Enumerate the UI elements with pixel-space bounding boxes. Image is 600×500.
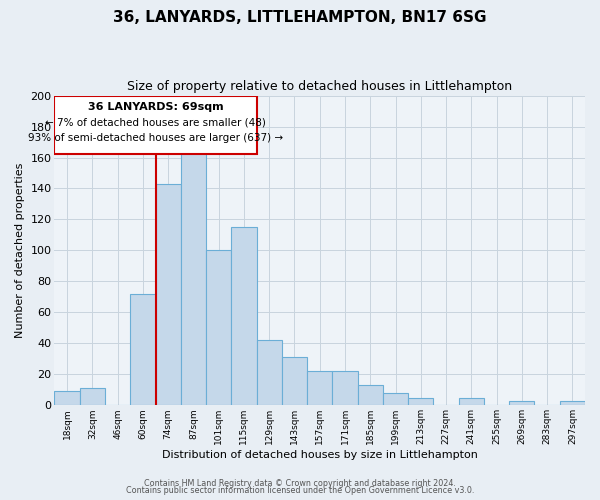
Bar (560, 400, 585, 406)
Text: ← 7% of detached houses are smaller (48): ← 7% of detached houses are smaller (48) (45, 117, 266, 127)
Bar (358, 385, 383, 406)
Text: Contains public sector information licensed under the Open Government Licence v3: Contains public sector information licen… (126, 486, 474, 495)
Text: 36, LANYARDS, LITTLEHAMPTON, BN17 6SG: 36, LANYARDS, LITTLEHAMPTON, BN17 6SG (113, 10, 487, 25)
FancyBboxPatch shape (55, 96, 257, 154)
Bar (257, 340, 282, 406)
Bar (206, 250, 232, 406)
Y-axis label: Number of detached properties: Number of detached properties (15, 162, 25, 338)
Bar (130, 294, 155, 406)
Text: Contains HM Land Registry data © Crown copyright and database right 2024.: Contains HM Land Registry data © Crown c… (144, 478, 456, 488)
Bar (408, 398, 433, 406)
X-axis label: Distribution of detached houses by size in Littlehampton: Distribution of detached houses by size … (162, 450, 478, 460)
Bar (509, 400, 535, 406)
Bar (383, 393, 408, 406)
Bar (458, 398, 484, 406)
Bar (232, 227, 257, 406)
Title: Size of property relative to detached houses in Littlehampton: Size of property relative to detached ho… (127, 80, 512, 93)
Bar (55, 392, 80, 406)
Bar (307, 371, 332, 406)
Bar (80, 388, 105, 406)
Text: 36 LANYARDS: 69sqm: 36 LANYARDS: 69sqm (88, 102, 223, 112)
Bar (282, 358, 307, 406)
Bar (181, 145, 206, 406)
Bar (332, 371, 358, 406)
Bar (155, 184, 181, 406)
Text: 93% of semi-detached houses are larger (637) →: 93% of semi-detached houses are larger (… (28, 132, 283, 142)
